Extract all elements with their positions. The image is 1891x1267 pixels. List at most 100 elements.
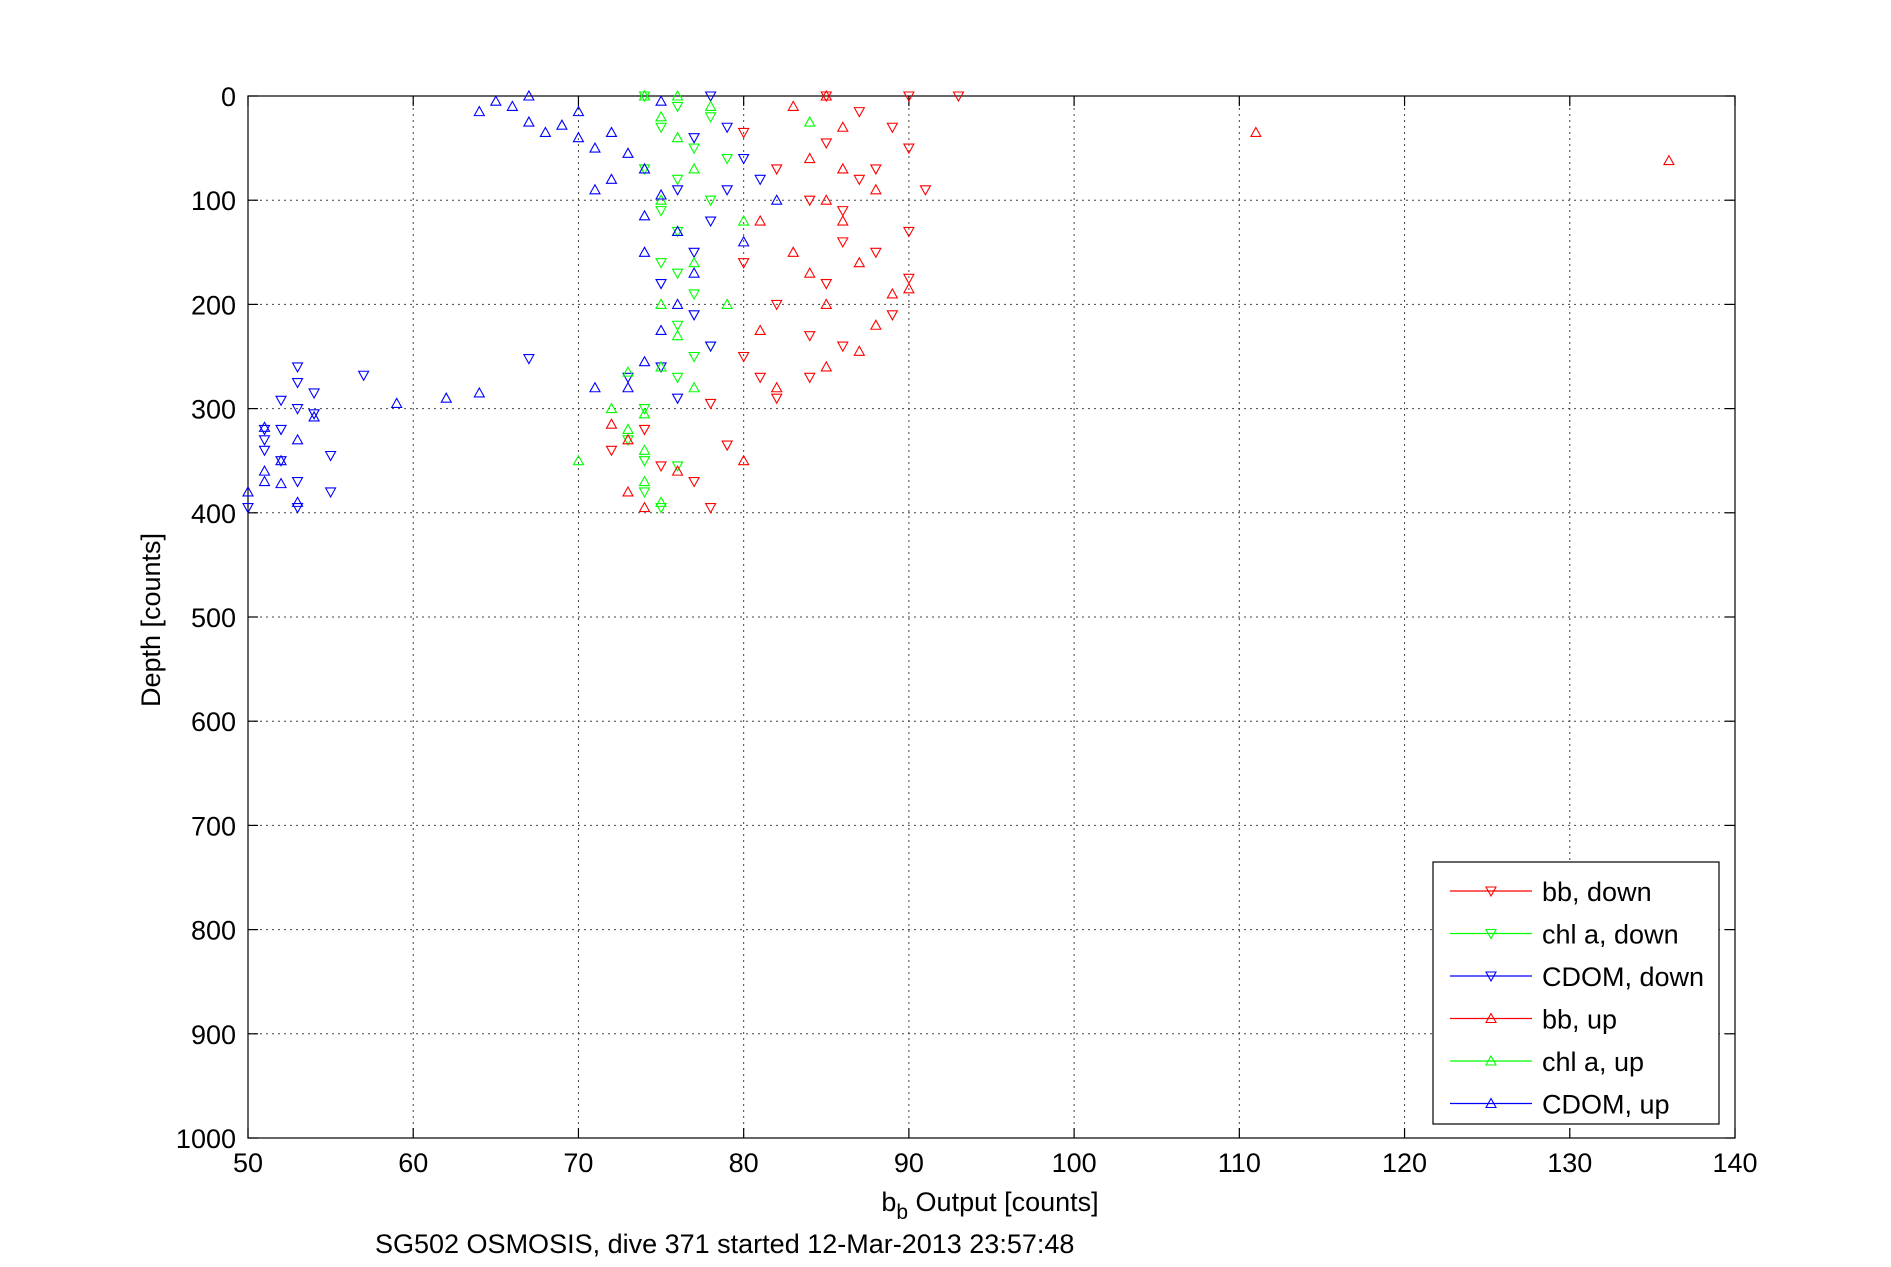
data-point-series-0 <box>770 299 783 311</box>
data-point-series-0 <box>869 247 882 259</box>
y-tick-label: 300 <box>191 395 236 425</box>
data-point-series-5 <box>555 119 568 130</box>
data-point-series-4 <box>721 298 734 309</box>
x-tick-label: 90 <box>894 1148 924 1178</box>
data-point-series-5 <box>572 131 585 143</box>
data-point-series-4 <box>671 89 684 101</box>
data-point-series-0 <box>952 91 965 103</box>
data-point-series-4 <box>638 407 651 419</box>
data-point-series-2 <box>688 247 701 259</box>
legend-marker <box>1485 971 1497 983</box>
data-point-series-3 <box>605 418 618 429</box>
data-point-series-2 <box>737 153 750 165</box>
data-point-series-1 <box>704 195 717 207</box>
data-point-series-5 <box>572 105 585 117</box>
data-point-series-5 <box>258 475 271 487</box>
x-tick-label: 120 <box>1382 1148 1427 1178</box>
data-point-series-3 <box>754 214 767 226</box>
data-point-series-5 <box>275 454 287 466</box>
data-point-series-3 <box>820 194 833 205</box>
data-point-series-0 <box>770 164 783 176</box>
data-point-series-1 <box>671 268 684 280</box>
data-point-series-5 <box>390 397 403 408</box>
x-tick-label: 50 <box>233 1148 263 1178</box>
data-point-series-1 <box>688 289 701 301</box>
data-point-series-3 <box>836 162 849 174</box>
data-point-series-5 <box>539 126 552 138</box>
data-point-series-4 <box>622 423 634 434</box>
data-point-series-3 <box>787 100 800 111</box>
y-tick-label: 600 <box>191 707 236 737</box>
x-tick-label: 70 <box>563 1148 593 1178</box>
axis-ticks: 50 60 70 80 90 100 110 120 130 140 0 100 200 300 400 50… <box>176 82 1758 1178</box>
data-point-series-0 <box>605 445 618 457</box>
y-tick-label: 700 <box>191 811 236 841</box>
data-point-series-4 <box>638 89 651 101</box>
data-point-series-5 <box>522 89 535 101</box>
data-point-series-4 <box>655 496 667 507</box>
data-point-series-0 <box>820 138 833 150</box>
data-point-series-5 <box>688 267 701 278</box>
data-point-series-5 <box>605 173 618 184</box>
data-point-series-1 <box>671 461 684 473</box>
data-point-series-2 <box>357 370 370 382</box>
y-tick-label: 400 <box>191 499 236 529</box>
data-point-series-3 <box>754 324 767 336</box>
data-point-series-4 <box>688 162 701 174</box>
data-point-series-2 <box>754 174 767 186</box>
data-point-series-5 <box>291 496 304 507</box>
data-point-series-0 <box>853 107 866 118</box>
legend-label: chl a, up <box>1542 1047 1644 1077</box>
data-point-series-0 <box>638 424 651 436</box>
data-point-series-5 <box>506 100 519 111</box>
data-point-series-3 <box>886 287 899 299</box>
data-point-series-5 <box>671 225 684 237</box>
data-point-series-5 <box>638 355 651 367</box>
data-point-series-0 <box>704 398 717 410</box>
data-point-series-3 <box>820 360 833 372</box>
data-point-series-2 <box>324 450 337 462</box>
data-point-series-3 <box>820 89 833 101</box>
data-point-series-2 <box>704 341 717 353</box>
data-point-series-2 <box>258 435 271 446</box>
data-point-series-1 <box>655 122 667 134</box>
data-point-series-4 <box>671 329 684 341</box>
data-point-series-5 <box>655 95 667 106</box>
data-point-series-2 <box>671 185 684 196</box>
data-point-series-5 <box>605 126 618 138</box>
data-point-series-3 <box>638 501 651 513</box>
data-point-series-4 <box>655 110 667 122</box>
data-point-series-2 <box>688 133 701 144</box>
y-tick-label: 500 <box>191 603 236 633</box>
data-point-series-0 <box>803 331 816 342</box>
data-point-series-2 <box>308 388 321 400</box>
data-point-series-4 <box>655 194 667 205</box>
data-point-series-5 <box>308 410 321 422</box>
y-tick-label: 0 <box>221 82 236 112</box>
data-point-series-0 <box>754 372 767 384</box>
data-point-series-2 <box>291 404 304 415</box>
data-point-series-0 <box>770 393 783 405</box>
x-tick-label: 130 <box>1547 1148 1592 1178</box>
data-point-series-1 <box>671 174 684 186</box>
data-point-series-4 <box>704 100 717 111</box>
y-tick-label: 200 <box>191 290 236 320</box>
data-point-series-4 <box>655 298 667 309</box>
data-point-series-1 <box>688 143 701 155</box>
data-point-series-5 <box>589 381 601 393</box>
data-point-series-3 <box>820 298 833 309</box>
data-point-series-3 <box>803 152 816 164</box>
data-point-series-4 <box>638 475 651 487</box>
legend-label: CDOM, up <box>1542 1090 1670 1120</box>
data-point-series-5 <box>291 433 304 445</box>
legend: bb, down chl a, down CDOM, down bb, up chl a… <box>1432 861 1720 1125</box>
data-point-series-5 <box>770 194 783 205</box>
x-tick-label: 100 <box>1052 1148 1097 1178</box>
data-point-series-0 <box>869 164 882 176</box>
data-point-series-4 <box>622 365 634 377</box>
data-point-series-1 <box>638 404 651 415</box>
data-point-series-4 <box>688 381 701 393</box>
data-point-series-0 <box>820 279 833 290</box>
data-point-series-1 <box>638 456 651 467</box>
